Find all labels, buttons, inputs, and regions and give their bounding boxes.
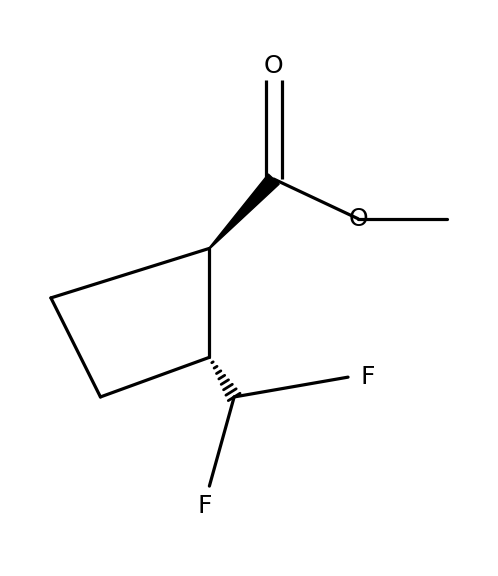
Text: O: O (348, 207, 368, 230)
Text: F: F (197, 494, 212, 517)
Text: O: O (264, 54, 283, 78)
Polygon shape (209, 174, 279, 249)
Text: F: F (361, 365, 375, 389)
